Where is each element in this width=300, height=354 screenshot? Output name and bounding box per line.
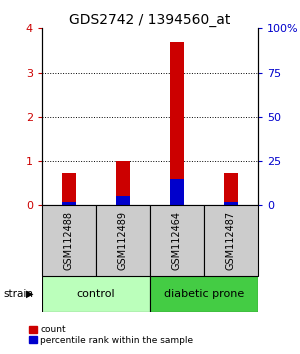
Text: control: control (77, 289, 115, 299)
Text: GSM112487: GSM112487 (226, 211, 236, 270)
Text: diabetic prone: diabetic prone (164, 289, 244, 299)
Bar (116, 195, 130, 205)
Bar (204, 205, 258, 276)
Text: GSM112464: GSM112464 (172, 211, 182, 270)
Bar (150, 205, 204, 276)
Bar (224, 173, 238, 205)
Bar (96, 205, 150, 276)
Bar (116, 161, 130, 205)
Title: GDS2742 / 1394560_at: GDS2742 / 1394560_at (69, 13, 231, 27)
Text: strain: strain (3, 289, 33, 299)
Bar (42, 276, 150, 312)
Bar (224, 202, 238, 205)
Bar (62, 173, 76, 205)
Text: GSM112489: GSM112489 (118, 211, 128, 270)
Text: GSM112488: GSM112488 (64, 211, 74, 270)
Bar (150, 276, 258, 312)
Text: ▶: ▶ (26, 289, 33, 299)
Legend: count, percentile rank within the sample: count, percentile rank within the sample (28, 324, 194, 346)
Bar (170, 179, 184, 205)
Bar (62, 202, 76, 205)
Bar (42, 205, 96, 276)
Bar (170, 42, 184, 205)
